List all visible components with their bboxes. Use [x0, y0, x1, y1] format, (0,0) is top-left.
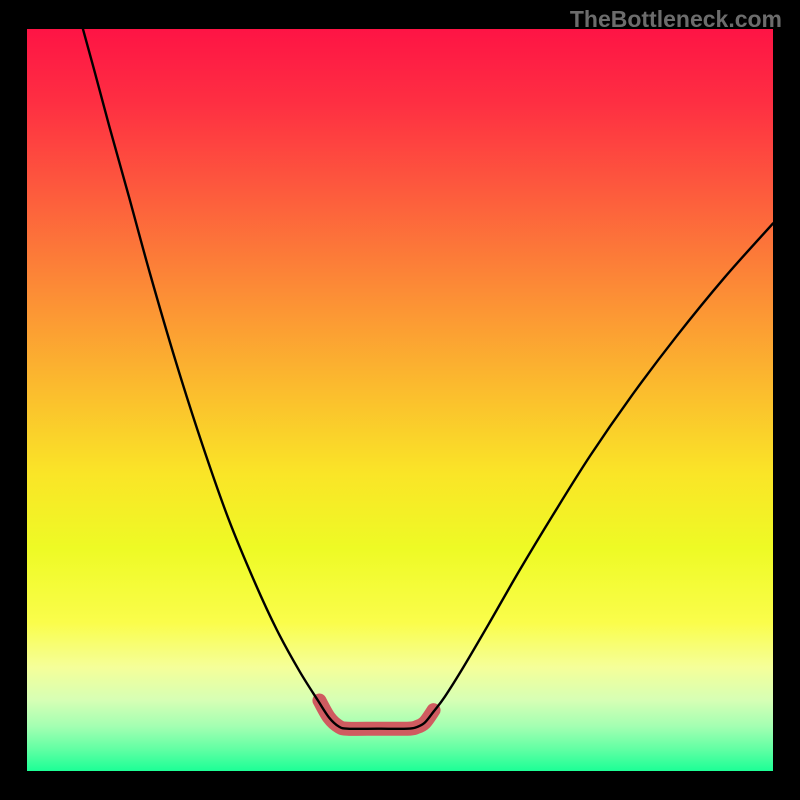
chart-svg — [27, 29, 773, 771]
watermark-text: TheBottleneck.com — [570, 6, 782, 33]
gradient-background — [27, 29, 773, 771]
plot-area — [27, 29, 773, 771]
chart-frame: TheBottleneck.com — [0, 0, 800, 800]
